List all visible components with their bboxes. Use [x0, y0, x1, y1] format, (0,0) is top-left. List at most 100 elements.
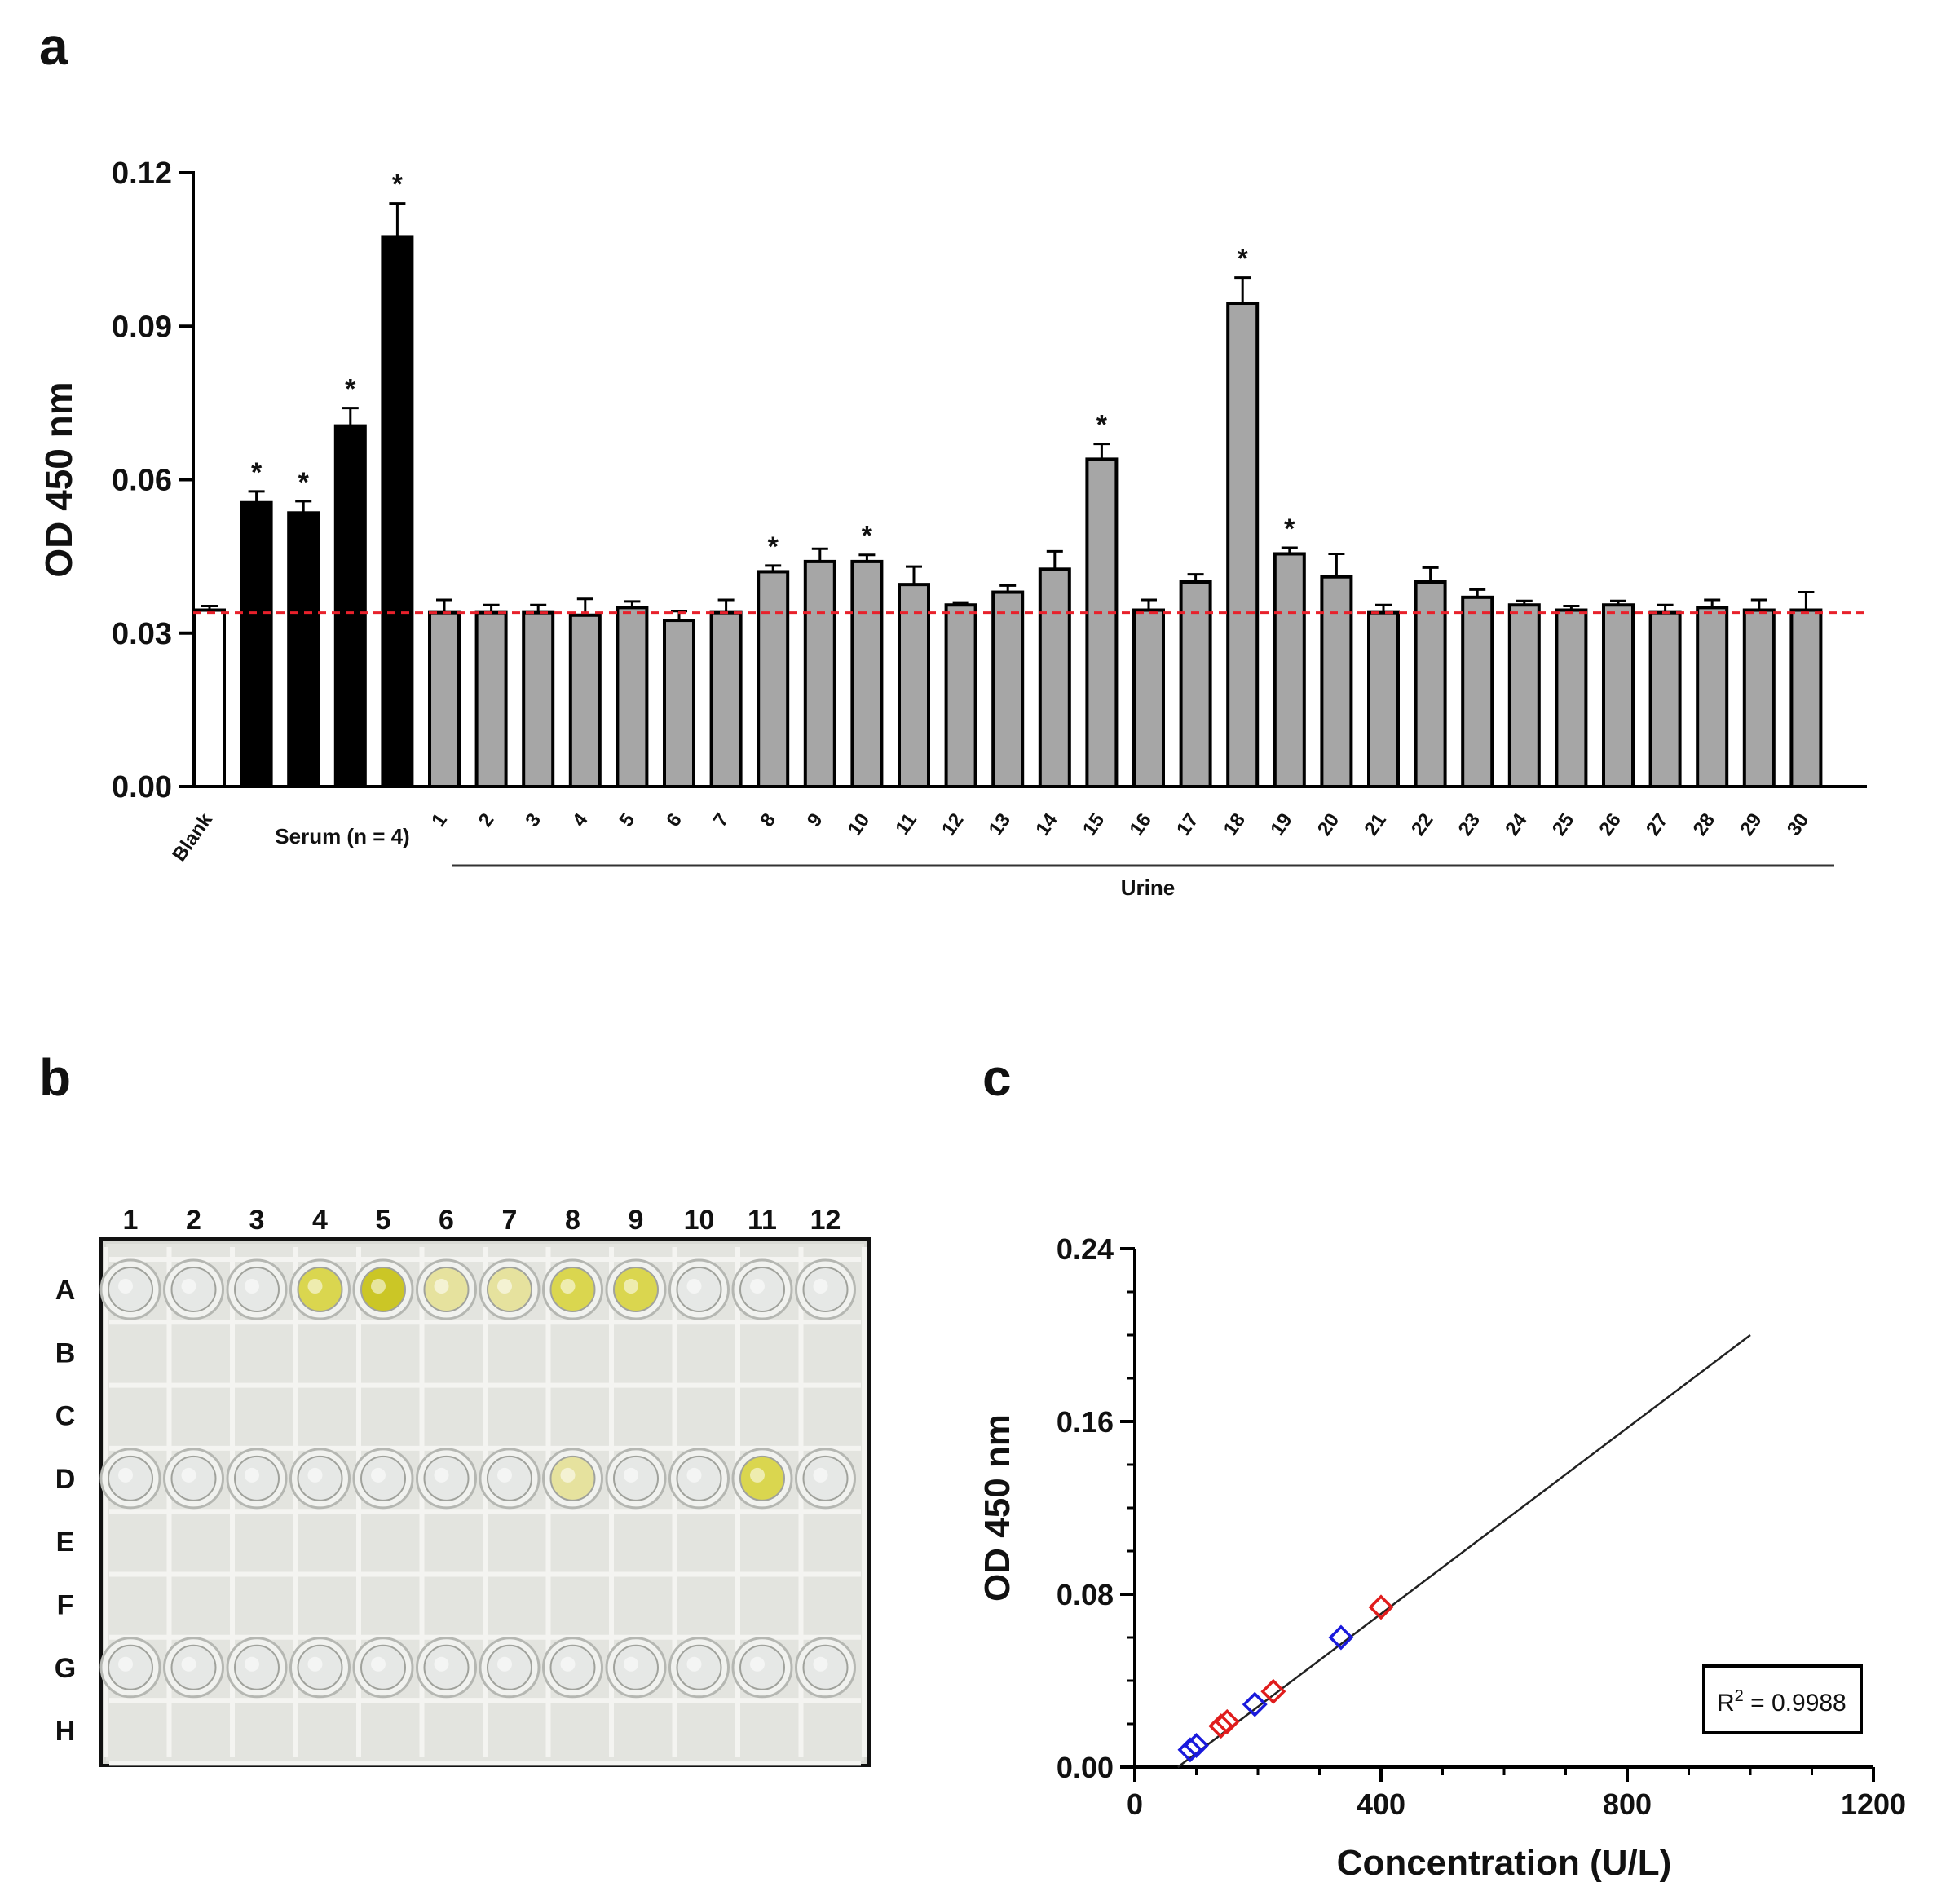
well-highlight	[560, 1467, 576, 1483]
plate-column-label: 1	[123, 1205, 139, 1236]
bar	[898, 583, 930, 789]
well-highlight	[560, 1279, 576, 1294]
data-point-blue	[1242, 1691, 1268, 1717]
bar	[1602, 603, 1635, 788]
plate-row-label: H	[55, 1716, 76, 1747]
bar	[1273, 552, 1306, 788]
bar	[1367, 610, 1400, 789]
bar	[1132, 608, 1165, 789]
plate-column-label: 6	[439, 1205, 454, 1236]
data-point-red	[1260, 1678, 1286, 1704]
r-squared-letter: R	[1717, 1690, 1735, 1717]
bar	[1789, 608, 1823, 789]
x-tick-label: 10	[844, 809, 874, 840]
well-highlight	[118, 1279, 133, 1294]
well-highlight	[371, 1467, 386, 1483]
x-tick-label: 20	[1313, 809, 1344, 840]
significance-star: *	[768, 531, 779, 562]
data-point-red	[1368, 1594, 1394, 1620]
significance-star: *	[345, 374, 356, 405]
well-highlight	[118, 1467, 133, 1483]
significance-star: *	[1096, 410, 1108, 441]
x-tick-label: 16	[1125, 809, 1155, 840]
well-highlight	[624, 1279, 638, 1294]
significance-star: *	[1284, 513, 1295, 544]
well-highlight	[181, 1656, 196, 1672]
well-highlight	[307, 1467, 323, 1483]
bar	[1507, 603, 1541, 788]
serum-group-label: Serum (n = 4)	[275, 824, 409, 848]
x-tick-label: 15	[1079, 809, 1109, 840]
bar	[1648, 610, 1682, 789]
data-point-blue	[1328, 1624, 1354, 1651]
r-squared-value: = 0.9988	[1744, 1690, 1847, 1717]
y-axis-label: OD 450 nm	[38, 381, 80, 577]
bar	[709, 610, 743, 789]
y-tick-label: 0.08	[1057, 1578, 1114, 1611]
bar	[1742, 608, 1776, 789]
well-highlight	[245, 1279, 259, 1294]
well-highlight	[434, 1656, 449, 1672]
x-tick-label: 28	[1689, 809, 1719, 840]
bar	[1038, 567, 1071, 788]
bar	[1461, 595, 1494, 789]
well-highlight	[750, 1656, 765, 1672]
x-tick-label: 8	[756, 809, 780, 831]
well-highlight	[813, 1656, 828, 1672]
y-tick-label: 0.00	[1057, 1751, 1114, 1784]
y-tick-label: 0.12	[112, 156, 172, 191]
x-tick-label: 9	[803, 809, 827, 831]
bar	[428, 610, 461, 789]
x-tick-label: 26	[1595, 809, 1625, 840]
x-tick-label: 27	[1642, 809, 1672, 840]
bar	[1085, 457, 1119, 789]
x-tick-label: 14	[1031, 809, 1062, 840]
bar	[1320, 575, 1353, 788]
panel-letter-b: b	[39, 1048, 72, 1107]
x-tick-label: 13	[985, 809, 1015, 840]
well-highlight	[245, 1656, 259, 1672]
well-highlight	[307, 1656, 323, 1672]
bar	[850, 559, 884, 789]
bar	[663, 619, 695, 788]
x-tick-label-blank: Blank	[168, 809, 217, 866]
well-highlight	[750, 1467, 765, 1483]
significance-star: *	[251, 457, 263, 488]
r-squared-box	[1702, 1664, 1863, 1734]
plate-column-label: 12	[810, 1205, 841, 1236]
well-highlight	[371, 1656, 386, 1672]
urine-group-label: Urine	[1121, 875, 1175, 900]
plate-row-label: D	[55, 1464, 76, 1495]
bar	[381, 235, 414, 788]
well-highlight	[181, 1279, 196, 1294]
plate-column-label: 7	[502, 1205, 518, 1236]
bar	[1226, 302, 1260, 788]
bar	[1179, 580, 1212, 788]
data-point-blue	[1184, 1733, 1209, 1758]
x-tick-label: 17	[1172, 809, 1202, 840]
x-tick-label: 18	[1220, 809, 1250, 840]
bar	[1696, 606, 1729, 788]
x-tick-label: 21	[1360, 809, 1390, 840]
well-highlight	[434, 1279, 449, 1294]
well-highlight	[497, 1656, 512, 1672]
bar	[1555, 608, 1588, 789]
y-tick-label: 0.06	[112, 464, 172, 498]
x-tick-label: 1	[427, 809, 452, 831]
x-tick-label: 800	[1603, 1787, 1652, 1821]
bar	[803, 559, 836, 789]
plate-row-label: A	[55, 1275, 76, 1306]
well-highlight	[686, 1467, 702, 1483]
bar	[240, 500, 273, 788]
plate-row-label: C	[55, 1401, 76, 1432]
plate-column-label: 10	[684, 1205, 715, 1236]
well-highlight	[750, 1279, 765, 1294]
x-tick-label: 11	[891, 809, 921, 839]
y-tick-label: 0.16	[1057, 1405, 1114, 1439]
bar	[287, 511, 320, 788]
well-highlight	[813, 1467, 828, 1483]
plate-column-label: 9	[629, 1205, 644, 1236]
x-tick-label: 7	[709, 809, 734, 831]
